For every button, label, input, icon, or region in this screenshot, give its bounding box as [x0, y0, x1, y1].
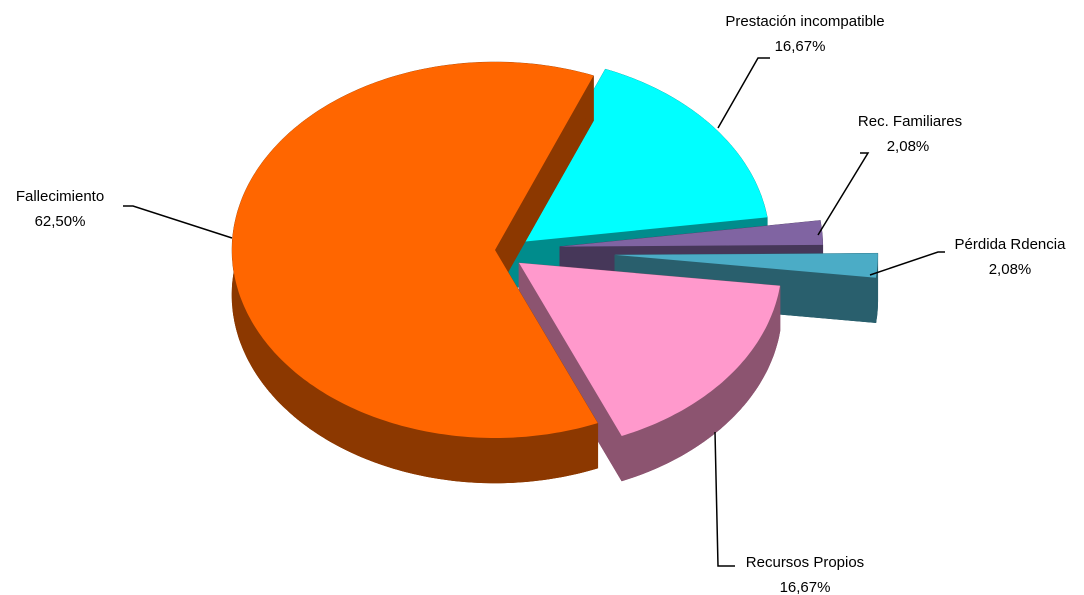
slice: [232, 62, 598, 438]
slice-label: Rec. Familiares: [858, 113, 962, 130]
slice-value-label: 16,67%: [775, 38, 826, 55]
slice-label: Pérdida Rdencia: [955, 236, 1067, 253]
slice-label: Recursos Propios: [746, 554, 864, 571]
leader-line: [817, 152, 870, 236]
slice-label: Fallecimiento: [16, 188, 104, 205]
slice: [506, 69, 768, 244]
leader-line: [714, 431, 735, 567]
slice: [614, 253, 878, 278]
leader-line: [123, 205, 233, 239]
slice: [519, 262, 780, 436]
pie: [231, 61, 879, 484]
slice: [559, 220, 823, 247]
leader-line: [869, 251, 945, 276]
slice-label: Prestación incompatible: [725, 13, 884, 30]
slice-value-label: 2,08%: [887, 138, 930, 155]
leader-line: [717, 57, 770, 129]
slice-value-label: 16,67%: [780, 579, 831, 595]
slice-value-label: 62,50%: [35, 213, 86, 230]
slice-value-label: 2,08%: [989, 261, 1032, 278]
